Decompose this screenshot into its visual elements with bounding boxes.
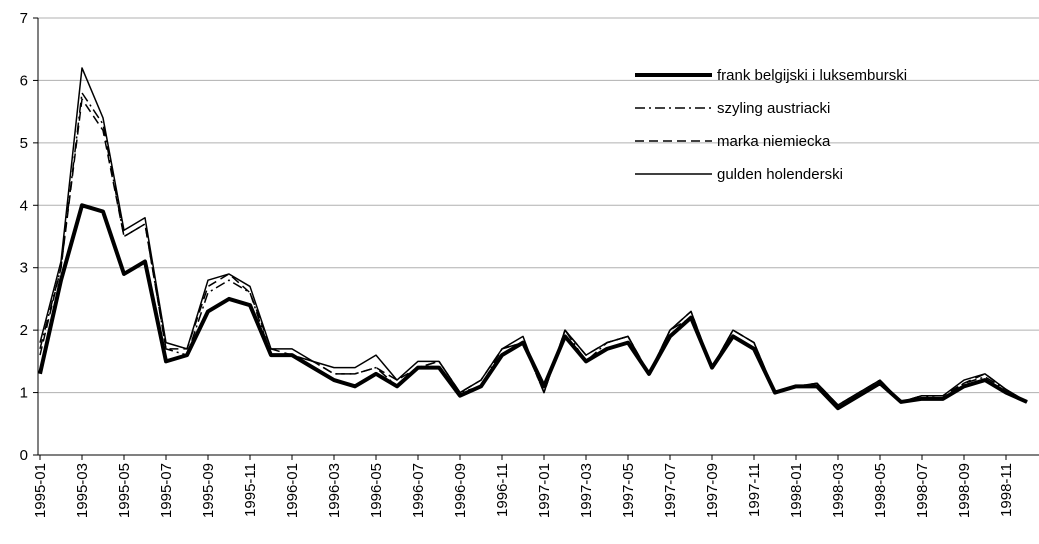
series-line bbox=[39, 92, 1028, 406]
y-tick-label: 7 bbox=[20, 10, 28, 27]
x-tick-label: 1996-09 bbox=[452, 463, 469, 518]
x-tick-label: 1997-07 bbox=[662, 463, 679, 518]
x-tick-label: 1996-01 bbox=[284, 463, 301, 518]
x-tick-label: 1996-11 bbox=[494, 463, 511, 517]
x-tick-label: 1997-09 bbox=[704, 463, 721, 518]
x-tick-label: 1995-01 bbox=[32, 463, 49, 518]
x-tick-label: 1997-01 bbox=[536, 463, 553, 518]
y-tick-label: 1 bbox=[20, 385, 28, 402]
x-tick-label: 1997-11 bbox=[746, 463, 763, 517]
x-tick-label: 1996-07 bbox=[410, 463, 427, 518]
y-tick-label: 5 bbox=[20, 135, 28, 152]
x-tick-label: 1998-01 bbox=[788, 463, 805, 518]
x-tick-label: 1996-03 bbox=[326, 463, 343, 518]
x-tick-label: 1995-09 bbox=[200, 463, 217, 518]
y-tick-label: 0 bbox=[20, 447, 28, 464]
x-tick-label: 1997-03 bbox=[578, 463, 595, 518]
x-tick-label: 1995-07 bbox=[158, 463, 175, 518]
y-tick-label: 4 bbox=[20, 197, 28, 214]
x-tick-label: 1995-03 bbox=[74, 463, 91, 518]
series-line bbox=[38, 203, 1028, 411]
y-tick-label: 6 bbox=[20, 72, 28, 89]
y-tick-label: 2 bbox=[20, 322, 28, 339]
legend-label: szyling austriacki bbox=[717, 100, 830, 117]
x-tick-label: 1998-09 bbox=[956, 463, 973, 518]
x-tick-label: 1995-05 bbox=[116, 463, 133, 518]
series-line bbox=[39, 98, 1028, 406]
series-line bbox=[39, 67, 1028, 406]
x-tick-label: 1996-05 bbox=[368, 463, 385, 518]
x-tick-label: 1998-05 bbox=[872, 463, 889, 518]
x-tick-label: 1995-11 bbox=[242, 463, 259, 517]
legend-label: gulden holenderski bbox=[717, 166, 843, 183]
x-tick-label: 1998-03 bbox=[830, 463, 847, 518]
x-tick-label: 1997-05 bbox=[620, 463, 637, 518]
x-tick-label: 1998-07 bbox=[914, 463, 931, 518]
x-tick-label: 1998-11 bbox=[998, 463, 1015, 517]
legend-label: frank belgijski i luksemburski bbox=[717, 67, 907, 84]
y-tick-label: 3 bbox=[20, 260, 28, 277]
legend-label: marka niemiecka bbox=[717, 133, 831, 150]
